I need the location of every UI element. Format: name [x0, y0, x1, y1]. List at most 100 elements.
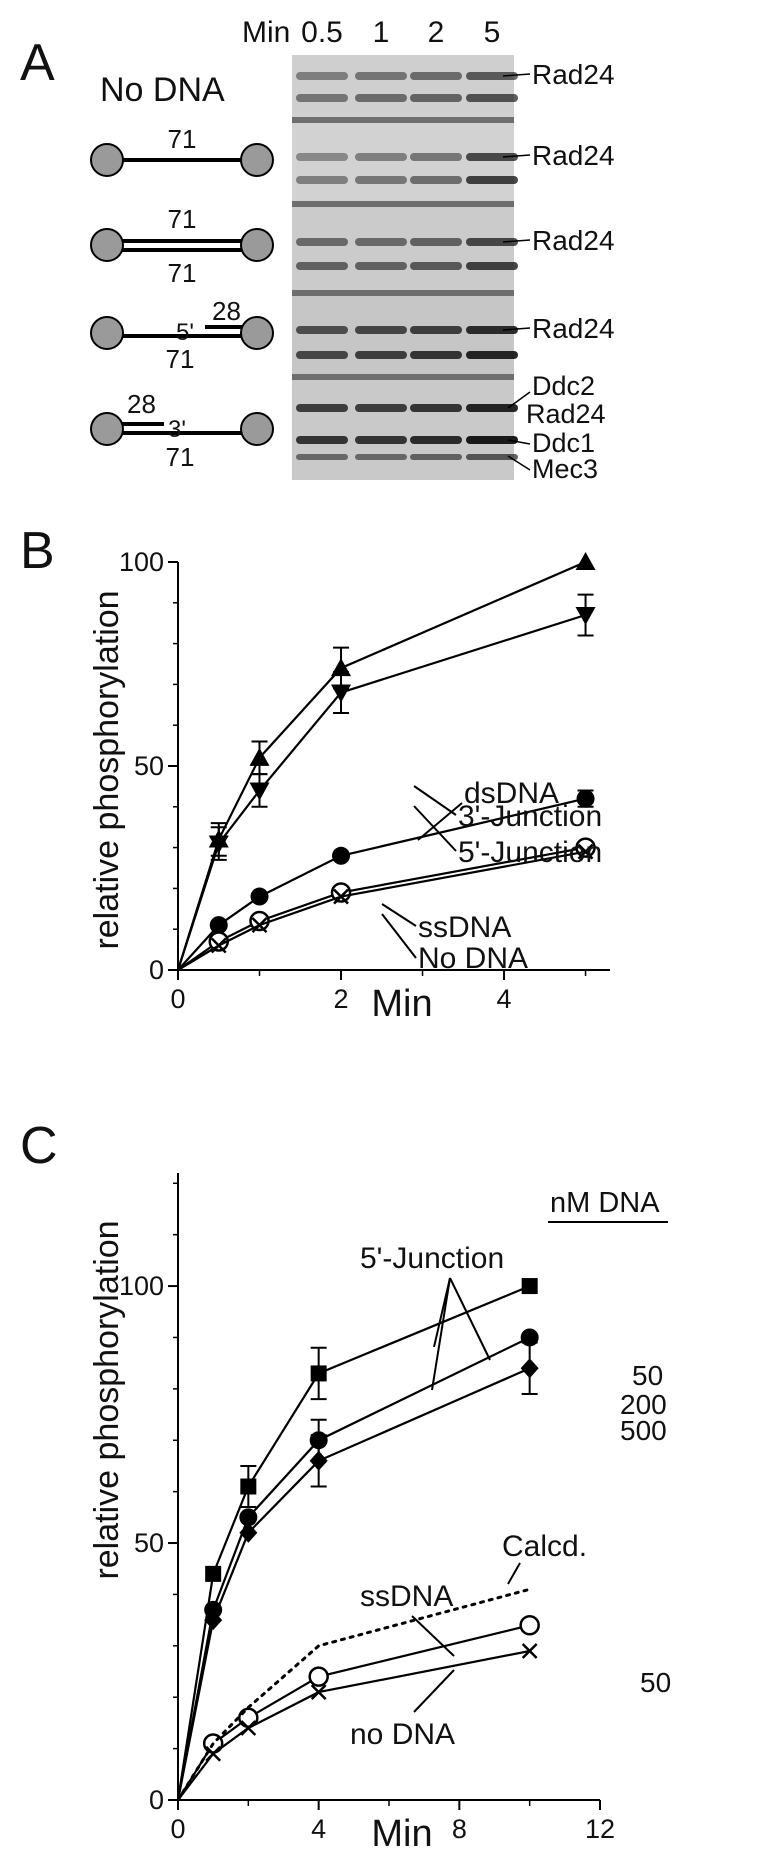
- gel-band: [296, 176, 348, 184]
- band-label-ddc1: Ddc1: [532, 428, 595, 458]
- data-point: [330, 882, 352, 903]
- label-dsdna: dsDNA: [464, 777, 559, 810]
- streptavidin-bead: [240, 228, 274, 262]
- legend-conc-50: 50: [632, 1360, 663, 1391]
- gel-band: [410, 176, 462, 184]
- time-label-3: 2: [428, 16, 445, 49]
- gel-band: [410, 326, 462, 334]
- data-point: [209, 916, 228, 935]
- gel-band: [466, 404, 518, 412]
- data-point: [204, 1610, 223, 1631]
- substrate-dsdna: 71 71: [90, 204, 274, 288]
- gel-band: [466, 454, 518, 460]
- y-tick-label: 50: [134, 751, 164, 781]
- gel-band: [410, 351, 462, 359]
- gel-band: [466, 72, 518, 80]
- data-point: [205, 1745, 222, 1762]
- gel-bands: [296, 72, 518, 460]
- leader-5-junction: [413, 805, 457, 852]
- gel-band: [410, 72, 462, 80]
- data-point: [521, 1278, 538, 1295]
- gel-band: [296, 94, 348, 102]
- gel-band: [410, 262, 462, 270]
- panel-a: A Min 0.5 1 2 5 Rad24 Rad24 Rad24: [20, 16, 615, 484]
- chart-c-annotations: nM DNA 5'-Junction 50 200 500 Calcd. ssD…: [350, 1187, 671, 1751]
- band-pointer: [502, 73, 531, 77]
- gel-separator-4: [292, 374, 514, 380]
- leader-5-junction-2: [449, 1277, 491, 1361]
- streptavidin-bead: [90, 228, 124, 262]
- band-pointer: [507, 439, 531, 445]
- gel-band: [355, 351, 407, 359]
- primer-end-label: 5': [176, 319, 194, 346]
- primer-length: 28: [212, 296, 241, 326]
- y-axis-title: relative phosphorylation: [88, 590, 126, 949]
- data-point: [575, 552, 596, 570]
- substrate-3-junction: 28 3' 71: [90, 389, 274, 472]
- gel-blot-1: [292, 55, 514, 120]
- leader-no-dna: [381, 913, 417, 959]
- strand-length-bottom: 71: [166, 442, 195, 472]
- gel-band: [466, 436, 518, 444]
- band-label-rad24: Rad24: [526, 399, 606, 429]
- y-tick-label: 0: [149, 1785, 164, 1815]
- gel-band: [410, 153, 462, 161]
- band-pointer: [502, 327, 531, 331]
- label-calcd: Calcd.: [502, 1530, 587, 1563]
- gel-band: [410, 94, 462, 102]
- streptavidin-bead: [240, 412, 274, 446]
- gel-band: [296, 351, 348, 359]
- label-5-junction: 5'-Junction: [360, 1242, 504, 1275]
- gel-band: [296, 72, 348, 80]
- gel-band: [296, 404, 348, 412]
- gel-band: [355, 72, 407, 80]
- y-tick-label: 0: [149, 955, 164, 985]
- chart-b: 0 50 100 0 2 4: [119, 547, 610, 1014]
- label-ssdna: ssDNA: [418, 911, 511, 944]
- data-point: [310, 1365, 327, 1382]
- band-label-row2: Rad24: [532, 140, 615, 171]
- gel-band: [355, 262, 407, 270]
- band-pointer: [507, 455, 531, 471]
- data-point: [576, 789, 595, 808]
- legend-header: nM DNA: [550, 1187, 660, 1219]
- gel-band: [466, 153, 518, 161]
- y-tick-label: 100: [119, 547, 164, 577]
- strand-length-bottom: 71: [168, 258, 197, 288]
- leader-3-junction: [413, 785, 457, 816]
- gel-band: [296, 326, 348, 334]
- streptavidin-bead: [90, 412, 124, 446]
- data-point: [519, 1615, 540, 1636]
- panel-c-label: C: [20, 1117, 58, 1175]
- gel-blot-4: [292, 296, 514, 376]
- gel-band: [466, 176, 518, 184]
- label-ssdna: ssDNA: [360, 1580, 453, 1613]
- substrate-5-junction: 5' 28 71: [90, 296, 274, 374]
- band-pointer: [507, 391, 531, 409]
- leader-ssdna: [411, 1615, 455, 1657]
- gel-separator-1: [292, 117, 514, 123]
- leader-no-dna: [413, 1669, 455, 1713]
- data-point: [205, 1565, 222, 1582]
- time-label-4: 5: [484, 16, 501, 49]
- label-no-dna: No DNA: [418, 942, 528, 975]
- data-point: [250, 887, 269, 906]
- legend-conc-500: 500: [620, 1415, 667, 1446]
- data-point: [333, 888, 349, 905]
- panel-b-label: B: [20, 522, 55, 580]
- band-pointer: [502, 239, 531, 243]
- series-line: [176, 1587, 532, 1802]
- gel-blot-3: [292, 207, 514, 293]
- chart-b-annotations: 3'-Junction 5'-Junction dsDNA ssDNA No D…: [381, 777, 602, 975]
- gel-band: [296, 454, 348, 460]
- data-point: [239, 1508, 258, 1527]
- gel-band: [466, 326, 518, 334]
- series-4: [177, 1643, 538, 1801]
- data-point: [520, 1358, 539, 1379]
- data-point: [240, 1478, 257, 1495]
- data-point: [308, 1666, 329, 1687]
- data-point: [577, 843, 594, 860]
- data-point: [251, 917, 268, 934]
- data-point: [210, 937, 227, 954]
- data-point: [575, 607, 596, 626]
